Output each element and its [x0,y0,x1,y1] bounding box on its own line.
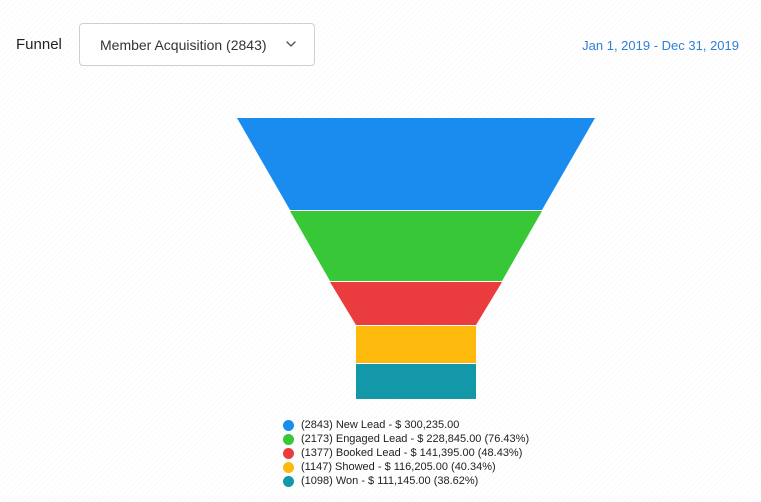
chevron-down-icon [286,41,296,47]
legend-item-won[interactable]: (1098) Won - $ 111,145.00 (38.62%) [283,474,529,488]
funnel-legend: (2843) New Lead - $ 300,235.00 (2173) Eng… [283,418,529,488]
legend-dot-icon [283,447,294,459]
funnel-segment-new-lead[interactable] [237,118,595,210]
legend-item-engaged-lead[interactable]: (2173) Engaged Lead - $ 228,845.00 (76.4… [283,432,529,446]
funnel-segment-engaged-lead[interactable] [290,211,542,281]
legend-dot-icon [283,433,294,445]
funnel-segment-booked-lead[interactable] [330,282,502,325]
legend-label: (1377) Booked Lead - $ 141,395.00 (48.43… [301,447,523,459]
funnel-segment-won[interactable] [356,364,476,399]
legend-label: (2173) Engaged Lead - $ 228,845.00 (76.4… [301,433,530,445]
legend-item-booked-lead[interactable]: (1377) Booked Lead - $ 141,395.00 (48.43… [283,446,529,460]
legend-dot-icon [283,475,294,487]
funnel-segment-showed[interactable] [356,326,476,363]
funnel-chart [237,118,595,399]
legend-label: (1147) Showed - $ 116,205.00 (40.34%) [301,461,496,473]
legend-item-new-lead[interactable]: (2843) New Lead - $ 300,235.00 [283,418,529,432]
legend-dot-icon [283,461,294,473]
legend-label: (1098) Won - $ 111,145.00 (38.62%) [301,475,479,487]
legend-label: (2843) New Lead - $ 300,235.00 [301,419,460,431]
funnel-select-dropdown[interactable]: Member Acquisition (2843) [79,23,315,66]
legend-item-showed[interactable]: (1147) Showed - $ 116,205.00 (40.34%) [283,460,529,474]
date-range-link[interactable]: Jan 1, 2019 - Dec 31, 2019 [582,38,739,53]
legend-dot-icon [283,419,294,431]
funnel-label: Funnel [16,36,62,53]
funnel-select-value: Member Acquisition (2843) [100,37,267,53]
